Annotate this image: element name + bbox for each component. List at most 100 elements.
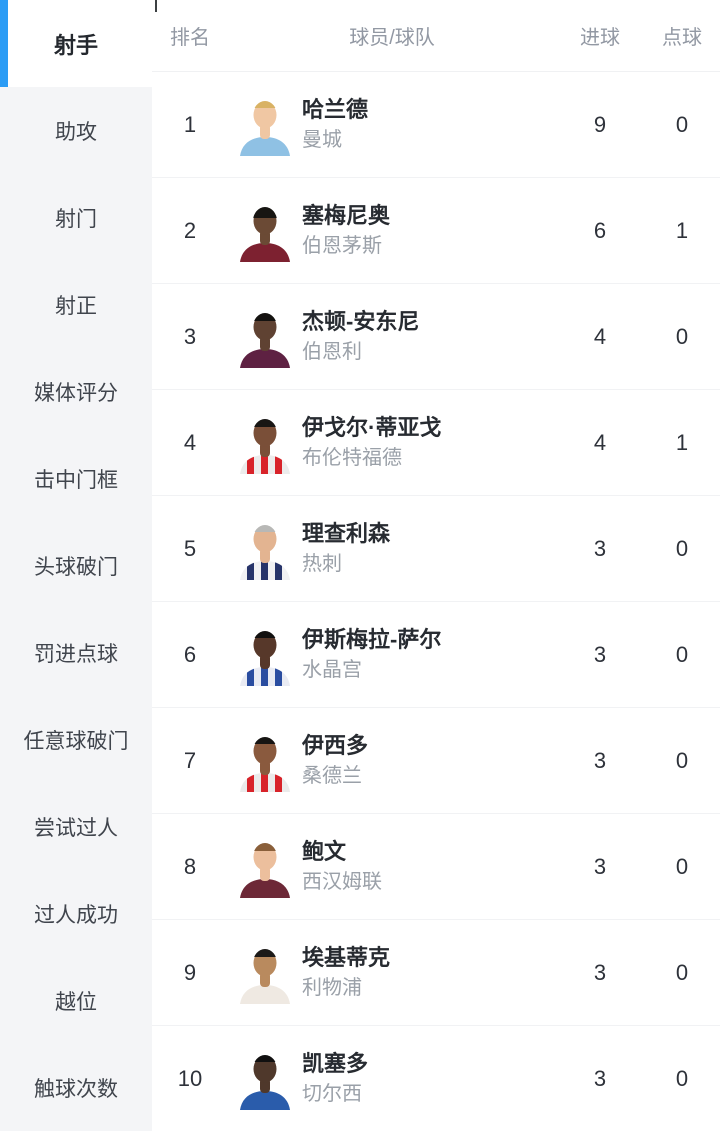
table-row[interactable]: 3 杰顿-安东尼 伯恩利 4 0	[152, 283, 720, 389]
goals-value: 3	[593, 747, 607, 773]
avatar-cell	[228, 200, 302, 262]
player-name: 塞梅尼奥	[302, 203, 391, 228]
sidebar-item[interactable]: 助攻	[0, 87, 152, 174]
sidebar-item-active[interactable]: 射手	[0, 0, 152, 87]
sidebar-item[interactable]: 越位	[0, 957, 152, 1044]
rank-value: 5	[183, 535, 197, 561]
sidebar-item-label: 击中门框	[34, 468, 118, 492]
table-row[interactable]: 8 鲍文 西汉姆联 3 0	[152, 813, 720, 919]
sidebar-item-label: 过人成功	[34, 903, 118, 927]
player-team: 切尔西	[302, 1083, 362, 1105]
player-name: 杰顿-安东尼	[302, 309, 420, 334]
goals-value: 3	[593, 959, 607, 985]
player-cell: 理查利森 热刺	[302, 521, 556, 576]
sidebar-item[interactable]: 射正	[0, 261, 152, 348]
player-cell: 伊戈尔·蒂亚戈 布伦特福德	[302, 415, 556, 470]
player-team: 热刺	[302, 553, 342, 575]
penalties-value: 0	[675, 959, 689, 985]
table-row[interactable]: 5 理查利森 热刺 3 0	[152, 495, 720, 601]
goals-value: 4	[593, 429, 607, 455]
avatar-cell	[228, 94, 302, 156]
stats-category-sidebar: 射手助攻射门射正 媒体评分击中门框头球破门 罚进点球 任意球破门尝试过人过人成功越位触…	[0, 0, 152, 1131]
avatar-cell	[228, 1048, 302, 1110]
rank-value: 8	[183, 853, 197, 879]
table-row[interactable]: 6 伊斯梅拉-萨尔 水晶宫 3 0	[152, 601, 720, 707]
player-cell: 哈兰德 曼城	[302, 97, 556, 152]
goals-value: 3	[593, 1065, 607, 1091]
goals-value: 9	[593, 111, 607, 137]
goals-value: 6	[593, 217, 607, 243]
player-team: 伯恩茅斯	[302, 235, 382, 257]
penalties-value: 1	[675, 217, 689, 243]
rank-value: 7	[183, 747, 197, 773]
player-avatar	[240, 524, 290, 580]
player-cell: 塞梅尼奥 伯恩茅斯	[302, 203, 556, 258]
sidebar-item[interactable]: 尝试过人	[0, 783, 152, 870]
table-row[interactable]: 9 埃基蒂克 利物浦 3 0	[152, 919, 720, 1025]
penalties-value: 0	[675, 1065, 689, 1091]
sidebar-item[interactable]: 射门	[0, 174, 152, 261]
player-avatar	[240, 1054, 290, 1110]
player-team: 西汉姆联	[302, 871, 382, 893]
avatar-cell	[228, 518, 302, 580]
player-avatar	[240, 206, 290, 262]
player-cell: 埃基蒂克 利物浦	[302, 945, 556, 1000]
rank-value: 2	[183, 217, 197, 243]
sidebar-item[interactable]: 触球次数	[0, 1044, 152, 1131]
penalties-value: 0	[675, 111, 689, 137]
sidebar-item[interactable]: 任意球破门	[0, 696, 152, 783]
header-player-team: 球员/球队	[349, 27, 435, 49]
rank-value: 1	[183, 111, 197, 137]
player-cell: 伊西多 桑德兰	[302, 733, 556, 788]
sidebar-item-label: 射手	[53, 32, 98, 58]
table-row[interactable]: 4 伊戈尔·蒂亚戈 布伦特福德 4 1	[152, 389, 720, 495]
player-cell: 鲍文 西汉姆联	[302, 839, 556, 894]
goals-value: 4	[593, 323, 607, 349]
scroll-indicator	[155, 0, 157, 12]
sidebar-item-label: 射门	[55, 207, 97, 231]
player-name: 理查利森	[302, 521, 391, 546]
rank-value: 3	[183, 323, 197, 349]
header-goals: 进球	[580, 27, 620, 49]
player-avatar	[240, 418, 290, 474]
penalties-value: 0	[675, 641, 689, 667]
header-rank: 排名	[170, 27, 210, 49]
player-cell: 凯塞多 切尔西	[302, 1051, 556, 1106]
goals-value: 3	[593, 641, 607, 667]
player-team: 伯恩利	[302, 341, 362, 363]
penalties-value: 0	[675, 747, 689, 773]
penalties-value: 0	[675, 853, 689, 879]
avatar-cell	[228, 836, 302, 898]
avatar-cell	[228, 412, 302, 474]
penalties-value: 0	[675, 535, 689, 561]
player-avatar	[240, 842, 290, 898]
sidebar-item-label: 触球次数	[34, 1077, 118, 1101]
player-cell: 杰顿-安东尼 伯恩利	[302, 309, 556, 364]
table-row[interactable]: 1 哈兰德 曼城 9 0	[152, 72, 720, 177]
sidebar-item[interactable]: 头球破门	[0, 522, 152, 609]
sidebar-item[interactable]: 过人成功	[0, 870, 152, 957]
player-team: 桑德兰	[302, 765, 362, 787]
player-name: 伊斯梅拉-萨尔	[302, 627, 442, 652]
table-row[interactable]: 10 凯塞多 切尔西 3 0	[152, 1025, 720, 1131]
goals-value: 3	[593, 535, 607, 561]
player-avatar	[240, 100, 290, 156]
sidebar-item[interactable]: 击中门框	[0, 435, 152, 522]
sidebar-item[interactable]: 罚进点球	[0, 609, 152, 696]
player-avatar	[240, 312, 290, 368]
avatar-cell	[228, 306, 302, 368]
table-row[interactable]: 2 塞梅尼奥 伯恩茅斯 6 1	[152, 177, 720, 283]
player-avatar	[240, 736, 290, 792]
avatar-cell	[228, 942, 302, 1004]
sidebar-item-label: 助攻	[55, 120, 97, 144]
player-name: 鲍文	[302, 839, 347, 864]
player-team: 水晶宫	[302, 659, 362, 681]
sidebar-item[interactable]: 媒体评分	[0, 348, 152, 435]
avatar-cell	[228, 730, 302, 792]
player-cell: 伊斯梅拉-萨尔 水晶宫	[302, 627, 556, 682]
sidebar-item-label: 尝试过人	[34, 816, 118, 840]
table-row[interactable]: 7 伊西多 桑德兰 3 0	[152, 707, 720, 813]
player-name: 埃基蒂克	[302, 945, 391, 970]
player-name: 凯塞多	[302, 1051, 369, 1076]
